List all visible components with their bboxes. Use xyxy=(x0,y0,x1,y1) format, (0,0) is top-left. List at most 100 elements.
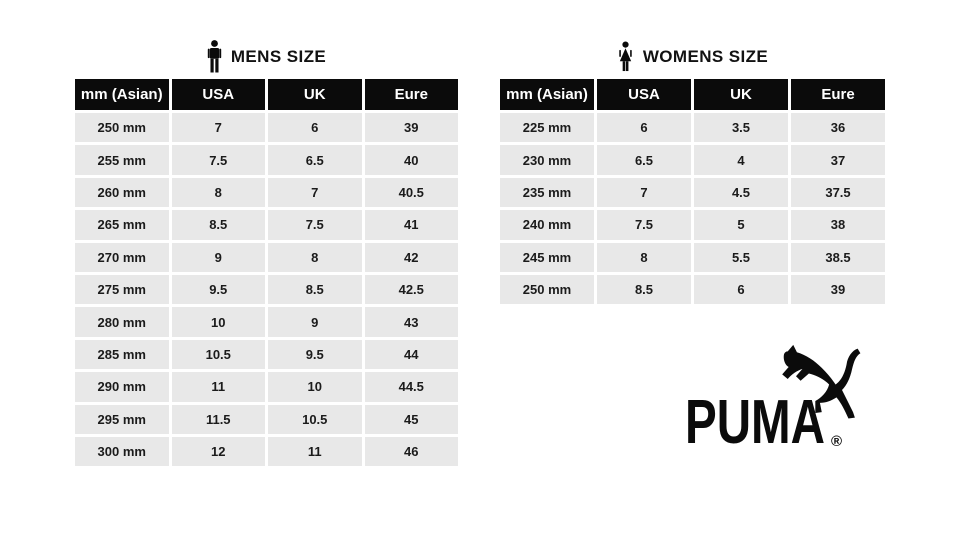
mens-title-row: MENS SIZE xyxy=(75,36,458,77)
table-cell: 7.5 xyxy=(597,210,691,240)
table-cell: 260 mm xyxy=(75,177,169,208)
header-cell: Eure xyxy=(791,79,885,110)
table-cell: 265 mm xyxy=(75,210,169,240)
table-cell: 250 mm xyxy=(75,113,169,143)
table-cell: 290 mm xyxy=(75,372,169,402)
table-row: 250 mm 7 6 39 xyxy=(75,113,458,143)
header-row: mm (Asian) USA UK Eure xyxy=(75,79,458,110)
table-cell: 240 mm xyxy=(500,210,594,240)
table-cell: 6 xyxy=(597,113,691,143)
table-cell: 5 xyxy=(694,210,788,240)
table-cell: 11 xyxy=(268,436,362,467)
table-row: 240 mm 7.5 5 38 xyxy=(500,210,885,240)
table-cell: 11 xyxy=(171,372,265,402)
table-cell: 36 xyxy=(791,113,885,143)
table-cell: 8.5 xyxy=(171,210,265,240)
table-cell: 46 xyxy=(364,436,458,467)
puma-logo: PUMA ® xyxy=(678,338,884,454)
table-cell: 270 mm xyxy=(75,242,169,272)
table-cell: 6.5 xyxy=(268,145,362,175)
table-row: 230 mm 6.5 4 37 xyxy=(500,145,885,175)
table-cell: 9 xyxy=(268,307,362,337)
table-cell: 7.5 xyxy=(171,145,265,175)
header-cell: Eure xyxy=(364,79,458,110)
table-row: 265 mm 8.5 7.5 41 xyxy=(75,210,458,240)
puma-cat-icon xyxy=(782,344,861,419)
table-cell: 245 mm xyxy=(500,242,594,272)
womens-title-row: WOMENS SIZE xyxy=(500,36,885,77)
table-cell: 39 xyxy=(364,113,458,143)
header-cell: USA xyxy=(171,79,265,110)
table-cell: 9 xyxy=(171,242,265,272)
header-cell: mm (Asian) xyxy=(75,79,169,110)
womens-section: WOMENS SIZE mm (Asian) USA UK Eure 225 mm 6 3.… xyxy=(500,36,885,307)
table-cell: 42.5 xyxy=(364,274,458,305)
table-cell: 39 xyxy=(791,274,885,305)
table-cell: 7 xyxy=(268,177,362,208)
table-row: 300 mm 12 11 46 xyxy=(75,436,458,467)
table-cell: 37 xyxy=(791,145,885,175)
table-cell: 6 xyxy=(694,274,788,305)
table-row: 260 mm 8 7 40.5 xyxy=(75,177,458,208)
table-cell: 4 xyxy=(694,145,788,175)
table-cell: 300 mm xyxy=(75,436,169,467)
table-cell: 8 xyxy=(268,242,362,272)
table-cell: 11.5 xyxy=(171,404,265,434)
table-cell: 5.5 xyxy=(694,242,788,272)
table-cell: 285 mm xyxy=(75,339,169,370)
table-cell: 44 xyxy=(364,339,458,370)
table-cell: 280 mm xyxy=(75,307,169,337)
header-cell: UK xyxy=(694,79,788,110)
table-row: 270 mm 9 8 42 xyxy=(75,242,458,272)
table-cell: 7 xyxy=(171,113,265,143)
registered-mark: ® xyxy=(831,433,842,450)
table-cell: 7.5 xyxy=(268,210,362,240)
table-cell: 8 xyxy=(171,177,265,208)
table-cell: 8 xyxy=(597,242,691,272)
woman-icon xyxy=(619,41,632,72)
table-cell: 8.5 xyxy=(597,274,691,305)
table-cell: 255 mm xyxy=(75,145,169,175)
mens-size-table: mm (Asian) USA UK Eure 250 mm 7 6 39 255 mm 7.5 6.… xyxy=(75,79,458,467)
table-cell: 38 xyxy=(791,210,885,240)
table-row: 250 mm 8.5 6 39 xyxy=(500,274,885,305)
table-cell: 42 xyxy=(364,242,458,272)
mens-section: MENS SIZE mm (Asian) USA UK Eure 250 mm 7 6 39 2… xyxy=(75,36,458,469)
table-row: 275 mm 9.5 8.5 42.5 xyxy=(75,274,458,305)
womens-size-table: mm (Asian) USA UK Eure 225 mm 6 3.5 36 230 mm 6.5… xyxy=(500,79,885,305)
table-cell: 8.5 xyxy=(268,274,362,305)
table-cell: 6 xyxy=(268,113,362,143)
table-cell: 250 mm xyxy=(500,274,594,305)
table-cell: 9.5 xyxy=(268,339,362,370)
table-cell: 295 mm xyxy=(75,404,169,434)
table-row: 290 mm 11 10 44.5 xyxy=(75,372,458,402)
table-row: 285 mm 10.5 9.5 44 xyxy=(75,339,458,370)
table-cell: 10.5 xyxy=(171,339,265,370)
table-row: 255 mm 7.5 6.5 40 xyxy=(75,145,458,175)
header-cell: USA xyxy=(597,79,691,110)
table-cell: 45 xyxy=(364,404,458,434)
header-cell: UK xyxy=(268,79,362,110)
table-cell: 225 mm xyxy=(500,113,594,143)
table-cell: 40.5 xyxy=(364,177,458,208)
table-row: 280 mm 10 9 43 xyxy=(75,307,458,337)
table-cell: 4.5 xyxy=(694,177,788,208)
table-cell: 235 mm xyxy=(500,177,594,208)
man-icon xyxy=(207,40,222,73)
table-cell: 3.5 xyxy=(694,113,788,143)
table-cell: 230 mm xyxy=(500,145,594,175)
table-cell: 40 xyxy=(364,145,458,175)
table-cell: 10 xyxy=(171,307,265,337)
mens-title: MENS SIZE xyxy=(230,46,327,66)
table-cell: 275 mm xyxy=(75,274,169,305)
table-cell: 6.5 xyxy=(597,145,691,175)
table-row: 295 mm 11.5 10.5 45 xyxy=(75,404,458,434)
table-cell: 10 xyxy=(268,372,362,402)
table-row: 245 mm 8 5.5 38.5 xyxy=(500,242,885,272)
womens-title: WOMENS SIZE xyxy=(642,46,769,66)
table-cell: 41 xyxy=(364,210,458,240)
table-cell: 12 xyxy=(171,436,265,467)
header-row: mm (Asian) USA UK Eure xyxy=(500,79,885,110)
table-cell: 44.5 xyxy=(364,372,458,402)
